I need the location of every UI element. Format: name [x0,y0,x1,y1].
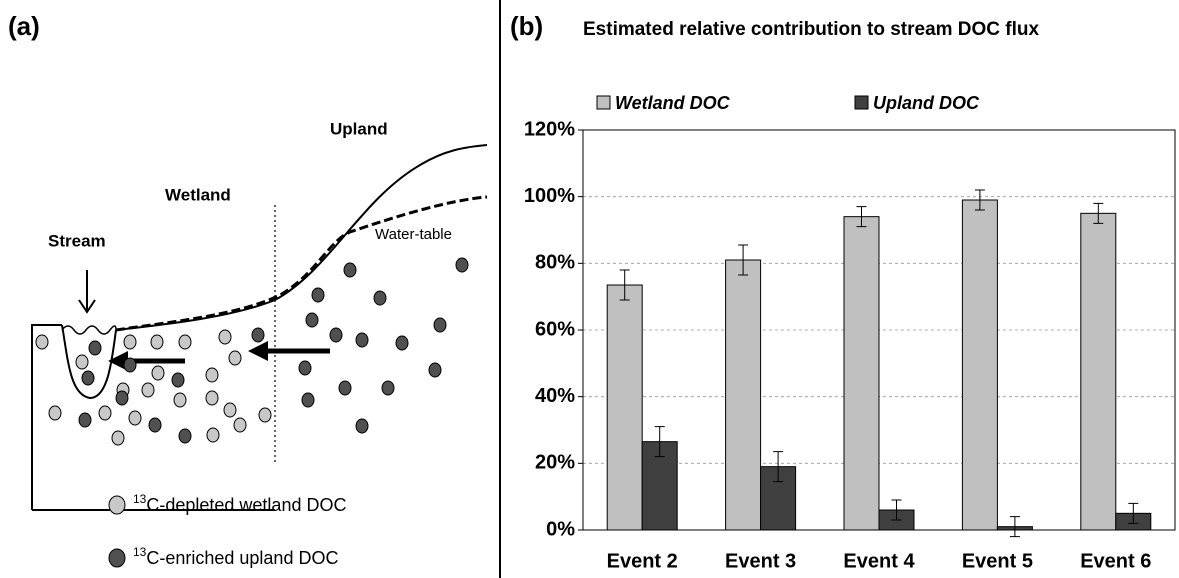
region-label: Upland [330,119,388,138]
bar-chart: 0% 20% 40% 60% 80% 100% 120% Wetland DOC Upland … [524,93,1176,572]
y-tick-label: 100% [524,185,575,207]
flow-arrow [108,341,330,371]
legend-label: Wetland DOC [615,93,731,113]
isotope: 13 [133,545,147,559]
isotope: 13 [133,492,147,506]
x-tick-label: Event 4 [843,550,915,572]
error-bar [654,426,665,458]
region-label: Wetland [165,185,231,204]
error-bar [619,269,630,301]
error-bar [1009,516,1020,538]
bar [1080,212,1117,531]
legend-swatch [596,95,611,110]
x-tick-label: Event 6 [1080,550,1151,572]
legend-text: C-enriched upland DOC [146,548,338,568]
chart-title: Estimated relative contribution to strea… [583,19,1040,40]
y-tick-label: 60% [535,318,575,340]
legend-label: 13C-enriched upland DOC [133,545,338,568]
y-tick-label: 0% [546,518,575,540]
legend-swatch [108,548,126,568]
bar [641,441,678,531]
upland-doc-particle [78,257,469,444]
legend-label: Upland DOC [873,93,980,113]
y-tick-label: 120% [524,118,575,140]
y-tick-label: 80% [535,252,575,274]
bar [606,284,643,531]
y-tick-label: 40% [535,385,575,407]
legend-swatch [854,95,869,110]
legend-text: C-depleted wetland DOC [146,495,346,515]
y-tick-label: 20% [535,452,575,474]
x-tick-label: Event 5 [962,550,1033,572]
error-bar [1128,502,1139,524]
error-bar [974,189,985,211]
x-tick-label: Event 2 [607,550,678,572]
error-bar [773,451,784,483]
panel-label: (a) [8,11,40,41]
diagram: (a) Upland Wetland Stream Water-table [8,11,488,568]
panel-label: (b) [510,11,543,41]
error-bar [856,206,867,228]
error-bar [891,499,902,521]
bar [843,216,880,531]
bar [961,199,998,531]
error-bar [1093,202,1104,224]
legend-swatch [108,495,126,515]
landscape [31,144,488,511]
region-label: Stream [48,231,106,250]
x-tick-label: Event 3 [725,550,796,572]
water-table-label: Water-table [375,226,452,243]
legend-label: 13C-depleted wetland DOC [133,492,346,515]
wetland-doc-particle [35,329,272,446]
error-bar [738,244,749,276]
bar [725,259,762,531]
